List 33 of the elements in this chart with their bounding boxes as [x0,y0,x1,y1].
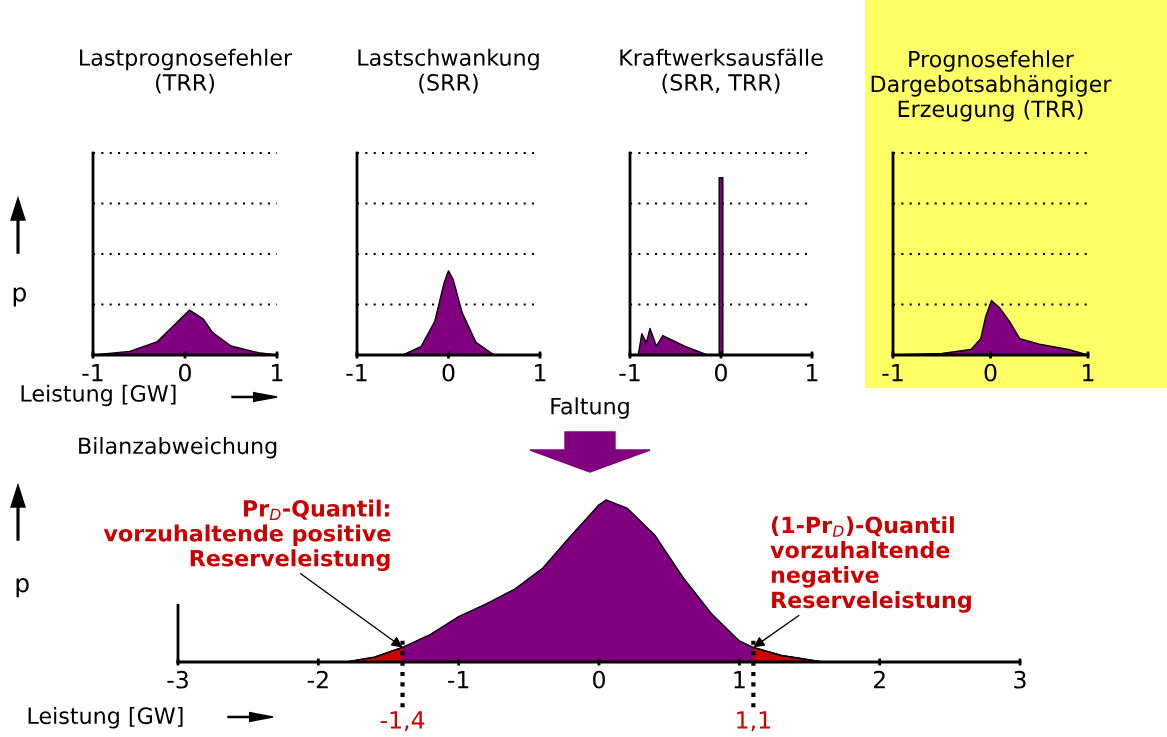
text: Faltung [551,397,629,419]
x-tick-label: -1 [82,364,103,382]
x-tick-label: 2 [873,670,885,689]
ref-line-label: -1,4 [380,711,425,732]
x-tick-label: 1 [734,671,745,689]
x-tick-label: -3 [167,670,188,689]
annotation: Pr$_{D}$-Quantil: vorzuhaltende positive Reserveleistung [103,499,391,572]
chart-title: Kraftwerksausfälle (SRR, TRR) [620,48,823,94]
ref-line-label: 1,1 [737,711,770,732]
x-tick-label: 0 [715,363,727,382]
x-tick-label: -1 [619,364,640,382]
annotation: (1-Pr$_{D}$)-Quantil vorzuhaltende negative Reserveleistung [770,516,971,613]
x-axis-title: Leistung [GW] [21,384,176,407]
x-tick-label: -2 [307,670,328,689]
chart-title: Lastschwankung (SRR) [358,48,539,94]
x-tick-label: 0 [984,363,997,382]
chart-title: Lastprognosefehler (TRR) [80,48,293,94]
chart-title: Bilanzabweichung [79,436,277,459]
x-tick-label: 0 [593,670,605,689]
x-axis-title: Leistung [GW] [28,706,183,729]
y-axis-title: p [13,287,26,307]
x-tick-label: -1 [882,364,903,382]
x-tick-label: 1 [535,364,546,382]
y-axis-title: p [16,578,29,598]
x-tick-label: 1 [807,364,818,382]
x-tick-label: 0 [442,363,455,382]
x-tick-label: 1 [272,364,283,382]
x-tick-label: -1 [346,364,367,382]
x-tick-label: 1 [1083,364,1094,382]
x-tick-label: 0 [179,363,191,382]
x-tick-label: -1 [448,671,469,689]
x-tick-label: 3 [1014,670,1026,689]
chart-title: Prognosefehler Dargebotsabhängiger Erzeugung (TRR) [871,50,1112,122]
